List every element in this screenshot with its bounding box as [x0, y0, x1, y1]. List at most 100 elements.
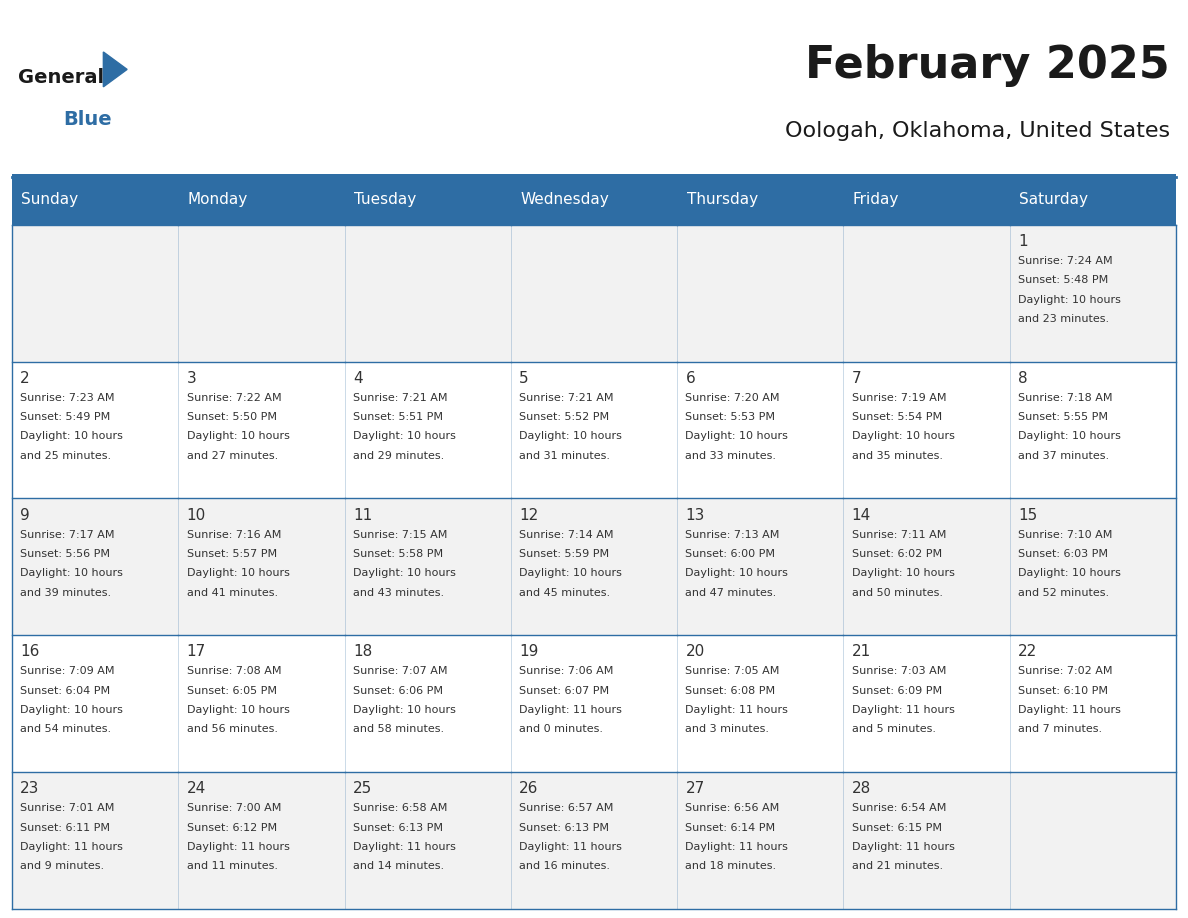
- Text: 18: 18: [353, 644, 372, 659]
- Text: 5: 5: [519, 371, 529, 386]
- Text: Sunset: 6:12 PM: Sunset: 6:12 PM: [187, 823, 277, 833]
- Bar: [12, 498, 178, 635]
- Text: 27: 27: [685, 781, 704, 796]
- Text: Sunrise: 6:54 AM: Sunrise: 6:54 AM: [852, 803, 946, 813]
- Text: Daylight: 10 hours: Daylight: 10 hours: [353, 568, 456, 578]
- Text: Sunset: 5:57 PM: Sunset: 5:57 PM: [187, 549, 277, 559]
- Text: 6: 6: [685, 371, 695, 386]
- Text: Sunset: 5:55 PM: Sunset: 5:55 PM: [1018, 412, 1108, 422]
- Bar: [178, 635, 345, 772]
- Text: Sunrise: 7:07 AM: Sunrise: 7:07 AM: [353, 666, 448, 677]
- Text: Daylight: 10 hours: Daylight: 10 hours: [187, 431, 290, 442]
- Text: Daylight: 11 hours: Daylight: 11 hours: [685, 705, 789, 715]
- Text: and 47 minutes.: and 47 minutes.: [685, 588, 777, 598]
- Bar: [677, 498, 843, 635]
- Bar: [178, 772, 345, 909]
- Text: Sunset: 5:58 PM: Sunset: 5:58 PM: [353, 549, 443, 559]
- Text: Sunday: Sunday: [21, 192, 78, 207]
- Text: and 25 minutes.: and 25 minutes.: [20, 451, 112, 461]
- Text: Sunrise: 7:17 AM: Sunrise: 7:17 AM: [20, 530, 115, 540]
- Text: Daylight: 10 hours: Daylight: 10 hours: [685, 568, 789, 578]
- Bar: [677, 362, 843, 498]
- Text: Sunset: 5:51 PM: Sunset: 5:51 PM: [353, 412, 443, 422]
- Text: and 3 minutes.: and 3 minutes.: [685, 724, 770, 734]
- Text: and 7 minutes.: and 7 minutes.: [1018, 724, 1102, 734]
- Text: Daylight: 11 hours: Daylight: 11 hours: [353, 842, 456, 852]
- Text: 28: 28: [852, 781, 871, 796]
- Text: Daylight: 10 hours: Daylight: 10 hours: [187, 705, 290, 715]
- Bar: [843, 635, 1010, 772]
- Text: Sunrise: 7:18 AM: Sunrise: 7:18 AM: [1018, 393, 1113, 403]
- Text: Sunrise: 7:24 AM: Sunrise: 7:24 AM: [1018, 256, 1113, 266]
- Text: 9: 9: [20, 508, 30, 522]
- Text: Daylight: 10 hours: Daylight: 10 hours: [353, 431, 456, 442]
- Text: Sunrise: 7:13 AM: Sunrise: 7:13 AM: [685, 530, 779, 540]
- Text: Sunrise: 7:00 AM: Sunrise: 7:00 AM: [187, 803, 280, 813]
- Text: General: General: [18, 68, 103, 87]
- Text: Daylight: 11 hours: Daylight: 11 hours: [685, 842, 789, 852]
- Text: Daylight: 10 hours: Daylight: 10 hours: [20, 705, 124, 715]
- Bar: [178, 362, 345, 498]
- Bar: [12, 635, 178, 772]
- Text: and 45 minutes.: and 45 minutes.: [519, 588, 611, 598]
- Text: Daylight: 10 hours: Daylight: 10 hours: [1018, 295, 1121, 305]
- Text: 2: 2: [20, 371, 30, 386]
- Text: Sunset: 5:52 PM: Sunset: 5:52 PM: [519, 412, 609, 422]
- Text: Daylight: 10 hours: Daylight: 10 hours: [187, 568, 290, 578]
- Text: Sunrise: 7:08 AM: Sunrise: 7:08 AM: [187, 666, 282, 677]
- Text: 1: 1: [1018, 234, 1028, 249]
- Bar: [843, 498, 1010, 635]
- Text: Sunrise: 7:21 AM: Sunrise: 7:21 AM: [519, 393, 614, 403]
- Text: and 56 minutes.: and 56 minutes.: [187, 724, 278, 734]
- Text: 25: 25: [353, 781, 372, 796]
- Text: February 2025: February 2025: [805, 44, 1170, 86]
- Text: Sunset: 6:15 PM: Sunset: 6:15 PM: [852, 823, 942, 833]
- Bar: [345, 225, 511, 362]
- Bar: [677, 635, 843, 772]
- Text: Oologah, Oklahoma, United States: Oologah, Oklahoma, United States: [785, 121, 1170, 140]
- Text: and 23 minutes.: and 23 minutes.: [1018, 314, 1110, 324]
- Bar: [12, 174, 1176, 225]
- Text: 4: 4: [353, 371, 362, 386]
- Text: Sunrise: 6:56 AM: Sunrise: 6:56 AM: [685, 803, 779, 813]
- Text: Sunset: 5:59 PM: Sunset: 5:59 PM: [519, 549, 609, 559]
- Bar: [843, 225, 1010, 362]
- Bar: [843, 362, 1010, 498]
- Text: 3: 3: [187, 371, 196, 386]
- Text: Sunrise: 7:01 AM: Sunrise: 7:01 AM: [20, 803, 114, 813]
- Text: and 16 minutes.: and 16 minutes.: [519, 861, 611, 871]
- Text: Sunset: 6:08 PM: Sunset: 6:08 PM: [685, 686, 776, 696]
- Text: Sunrise: 7:02 AM: Sunrise: 7:02 AM: [1018, 666, 1113, 677]
- Text: Sunrise: 7:06 AM: Sunrise: 7:06 AM: [519, 666, 613, 677]
- Text: and 29 minutes.: and 29 minutes.: [353, 451, 444, 461]
- Text: 23: 23: [20, 781, 39, 796]
- Text: 22: 22: [1018, 644, 1037, 659]
- Text: Tuesday: Tuesday: [354, 192, 416, 207]
- Text: Sunset: 5:48 PM: Sunset: 5:48 PM: [1018, 275, 1108, 285]
- Bar: [345, 635, 511, 772]
- Text: and 33 minutes.: and 33 minutes.: [685, 451, 777, 461]
- Text: Sunset: 6:05 PM: Sunset: 6:05 PM: [187, 686, 277, 696]
- Text: Daylight: 10 hours: Daylight: 10 hours: [20, 568, 124, 578]
- Bar: [12, 225, 178, 362]
- Text: Wednesday: Wednesday: [520, 192, 609, 207]
- Bar: [345, 498, 511, 635]
- Text: Sunset: 6:06 PM: Sunset: 6:06 PM: [353, 686, 443, 696]
- Text: 13: 13: [685, 508, 704, 522]
- Text: Sunset: 6:07 PM: Sunset: 6:07 PM: [519, 686, 609, 696]
- Text: Sunrise: 7:23 AM: Sunrise: 7:23 AM: [20, 393, 115, 403]
- Text: Sunset: 5:49 PM: Sunset: 5:49 PM: [20, 412, 110, 422]
- Text: Sunrise: 7:11 AM: Sunrise: 7:11 AM: [852, 530, 946, 540]
- Text: Sunset: 6:11 PM: Sunset: 6:11 PM: [20, 823, 110, 833]
- Text: Sunrise: 7:22 AM: Sunrise: 7:22 AM: [187, 393, 282, 403]
- Text: Sunrise: 7:19 AM: Sunrise: 7:19 AM: [852, 393, 947, 403]
- Text: Daylight: 10 hours: Daylight: 10 hours: [519, 568, 623, 578]
- Bar: [511, 498, 677, 635]
- Text: 8: 8: [1018, 371, 1028, 386]
- Text: Sunrise: 7:14 AM: Sunrise: 7:14 AM: [519, 530, 614, 540]
- Text: and 5 minutes.: and 5 minutes.: [852, 724, 936, 734]
- Bar: [178, 498, 345, 635]
- Text: Sunrise: 7:10 AM: Sunrise: 7:10 AM: [1018, 530, 1112, 540]
- Polygon shape: [103, 52, 127, 87]
- Text: 19: 19: [519, 644, 538, 659]
